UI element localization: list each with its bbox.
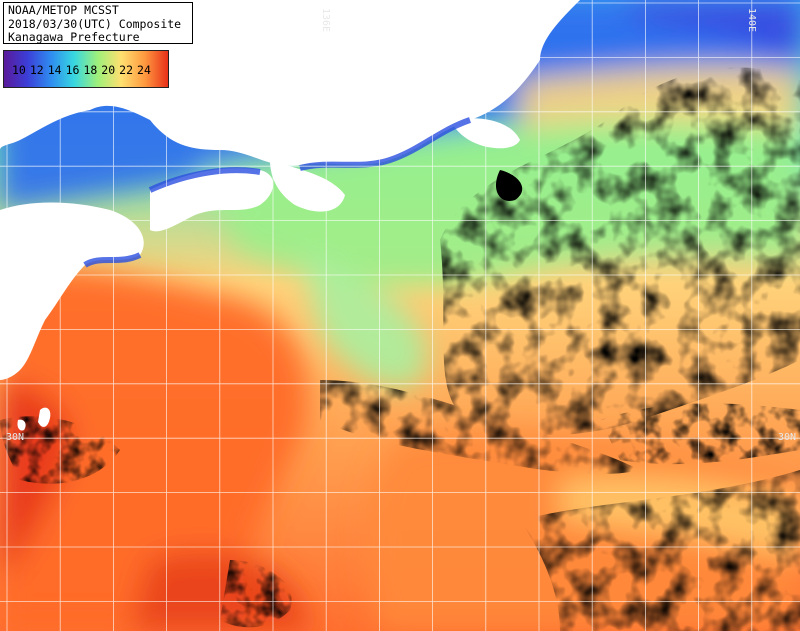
longitude-label-140e: 140E bbox=[746, 8, 757, 33]
coastal-cold-band bbox=[83, 117, 471, 268]
tanegashima bbox=[38, 407, 51, 427]
legend-label: 18 bbox=[83, 63, 98, 77]
shikoku-landmass bbox=[150, 168, 274, 232]
legend-label: 20 bbox=[101, 63, 116, 77]
legend-label: 12 bbox=[29, 63, 44, 77]
legend-labels: 10 12 14 16 18 20 22 24 bbox=[12, 63, 151, 77]
legend-label: 22 bbox=[119, 63, 134, 77]
yakushima bbox=[17, 419, 26, 431]
legend-label: 24 bbox=[137, 63, 151, 77]
izu-boso-coast bbox=[450, 118, 520, 149]
longitude-label-136e: 136E bbox=[320, 8, 331, 33]
legend-label: 14 bbox=[47, 63, 62, 77]
cloud-cover bbox=[0, 67, 800, 631]
legend-label: 16 bbox=[65, 63, 80, 77]
legend-label: 10 bbox=[12, 63, 26, 77]
title-line-1: NOAA/METOP MCSST bbox=[8, 3, 119, 17]
kyushu-landmass bbox=[0, 202, 144, 380]
title-line-2: 2018/03/30(UTC) Composite bbox=[8, 16, 182, 31]
title-panel: NOAA/METOP MCSST 2018/03/30(UTC) Composi… bbox=[3, 2, 193, 44]
title-line-3: Kanagawa Prefecture bbox=[8, 30, 140, 44]
temperature-legend: 10 12 14 16 18 20 22 24 bbox=[3, 50, 169, 88]
legend-color-bar bbox=[4, 51, 168, 87]
latitude-label-30n-right: 30N bbox=[778, 432, 797, 443]
latitude-label-30n-left: 30N bbox=[6, 432, 25, 443]
